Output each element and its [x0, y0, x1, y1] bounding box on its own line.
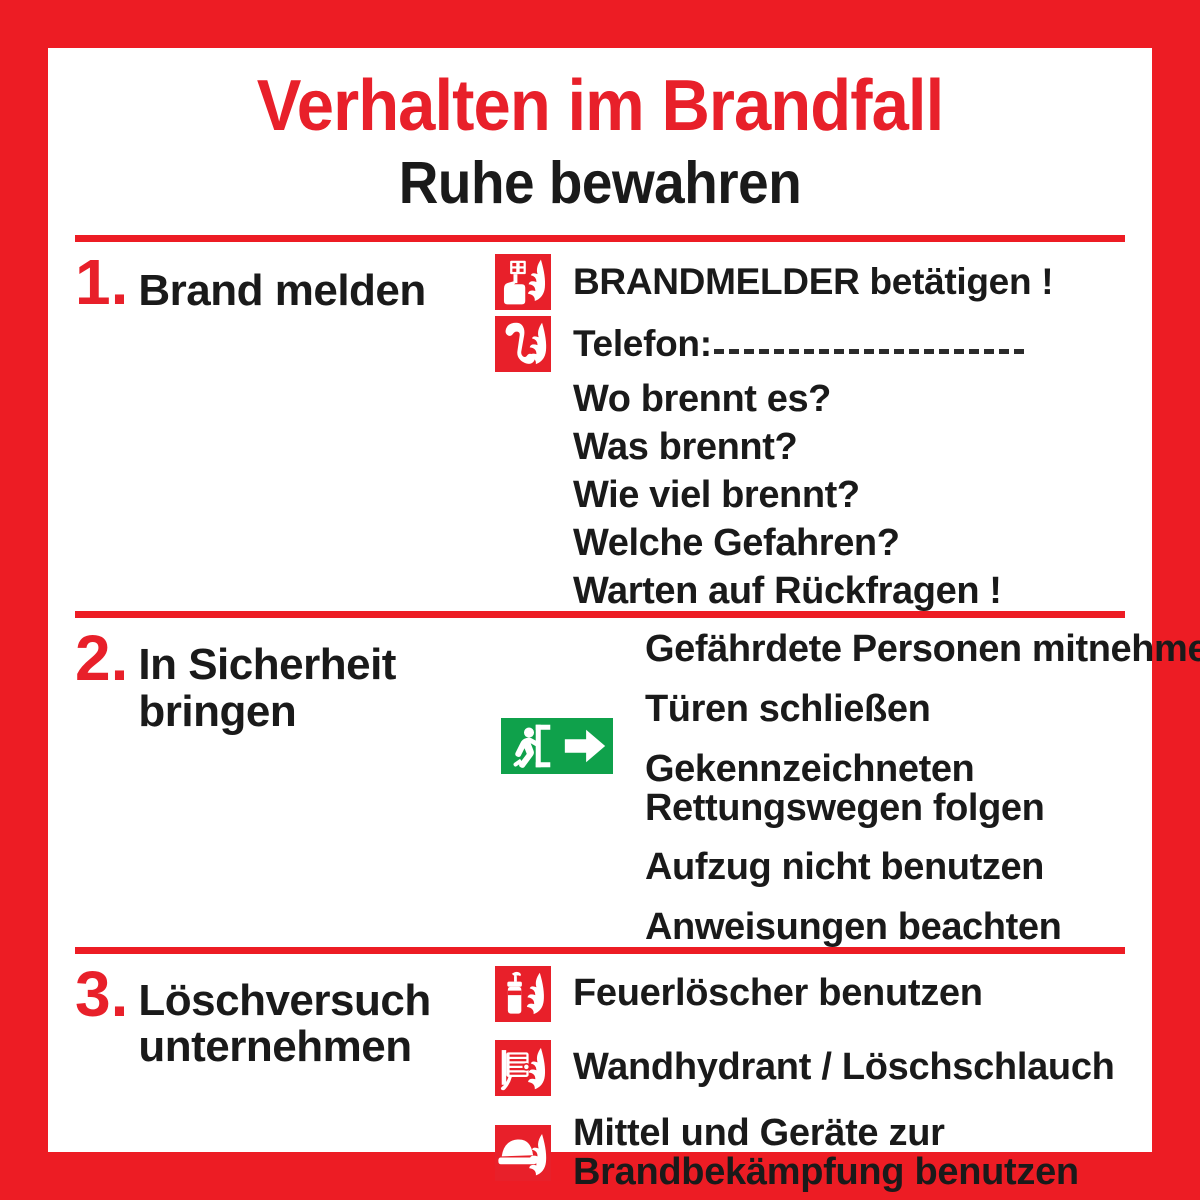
question-item: Warten auf Rückfragen !	[573, 569, 1002, 612]
section-1-title: Brand melden	[138, 266, 426, 315]
section-2-title-line1: In Sicherheit	[138, 640, 396, 690]
section-in-sicherheit-bringen: 2. In Sicherheit bringen	[75, 618, 1200, 947]
emergency-exit-running-man-icon	[501, 718, 557, 775]
row-wandhydrant-label: Wandhydrant / Löschschlauch	[573, 1046, 1115, 1089]
question-item: Wo brennt es?	[573, 378, 831, 420]
row-wandhydrant: Wandhydrant / Löschschlauch	[495, 1039, 1125, 1096]
divider-3	[75, 946, 1125, 954]
section-2-content: Gefährdete Personen mitnehmen Türen schl…	[495, 618, 1200, 947]
fire-alarm-call-point-icon	[495, 254, 551, 310]
row-feuerloescher-label: Feuerlöscher benutzen	[573, 972, 983, 1015]
section-3-title: Löschversuch unternehmen	[138, 968, 431, 1072]
emergency-telephone-icon	[495, 316, 551, 372]
section-2-heading-block: 2. In Sicherheit bringen	[75, 618, 495, 734]
question-item: Was brennt?	[573, 425, 798, 468]
question-item: Wie viel brennt?	[573, 473, 860, 516]
section-2-item-list: Gefährdete Personen mitnehmen Türen schl…	[495, 630, 1200, 947]
list-item: Rettungswegen folgen	[645, 786, 1045, 829]
divider-2	[75, 611, 1125, 619]
divider-1	[75, 235, 1125, 242]
list-item: Aufzug nicht benutzen	[645, 846, 1044, 889]
section-3-heading-block: 3. Löschversuch unternehmen	[75, 954, 495, 1070]
section-loeschversuch: 3. Löschversuch unternehmen	[75, 954, 1125, 1193]
section-1-content: BRANDMELDER betätigen !	[495, 242, 1125, 611]
row-brandmelder: BRANDMELDER betätigen !	[495, 254, 1125, 310]
row-brandbekaempfung-label: Mittel und Geräte zur Brandbekämpfung be…	[551, 1111, 1079, 1194]
section-3-title-line2: unternehmen	[138, 1022, 412, 1072]
list-item: Gekennzeichneten	[645, 747, 975, 790]
section-3-content: Feuerlöscher benutzen	[495, 954, 1125, 1193]
section-3-title-line1: Löschversuch	[138, 975, 431, 1025]
section-1-heading-block: 1. Brand melden	[75, 242, 495, 318]
fire-extinguisher-icon	[495, 965, 551, 1022]
list-item: Anweisungen beachten	[645, 906, 1062, 949]
sign-header: Verhalten im Brandfall Ruhe bewahren	[75, 48, 1125, 213]
list-item: Türen schließen	[645, 688, 931, 731]
list-item: Gefährdete Personen mitnehmen	[645, 628, 1200, 671]
section-1-number: 1.	[75, 246, 129, 318]
row-telefon: Telefon:	[495, 316, 1125, 372]
fire-hose-reel-icon	[495, 1039, 551, 1096]
direction-arrow-right-icon	[557, 718, 613, 775]
row-feuerloescher: Feuerlöscher benutzen	[495, 965, 1125, 1022]
telephone-number-blank[interactable]	[713, 349, 1024, 354]
row-brandbekaempfung: Mittel und Geräte zur Brandbekämpfung be…	[495, 1111, 1125, 1194]
page-subtitle: Ruhe bewahren	[398, 150, 802, 216]
telephone-label: Telefon:	[573, 323, 712, 364]
telephone-entry[interactable]: Telefon:	[551, 323, 1024, 365]
section-2-title: In Sicherheit bringen	[138, 632, 396, 736]
section-2-number: 2.	[75, 622, 129, 695]
section-brand-melden: 1. Brand melden	[75, 242, 1125, 611]
escape-route-icon-group	[501, 718, 613, 775]
question-item: Welche Gefahren?	[573, 521, 900, 564]
section-3-number: 3.	[75, 957, 129, 1030]
row-brandbekaempfung-line2: Brandbekämpfung benutzen	[573, 1151, 1079, 1194]
page-title: Verhalten im Brandfall	[256, 66, 944, 146]
row-brandmelder-label: BRANDMELDER betätigen !	[573, 260, 1054, 302]
row-brandbekaempfung-line1: Mittel und Geräte zur	[573, 1111, 945, 1154]
sign-inner-panel: Verhalten im Brandfall Ruhe bewahren 1. …	[48, 48, 1200, 1192]
firefighting-equipment-icon	[495, 1125, 551, 1182]
section-2-title-line2: bringen	[138, 686, 297, 736]
